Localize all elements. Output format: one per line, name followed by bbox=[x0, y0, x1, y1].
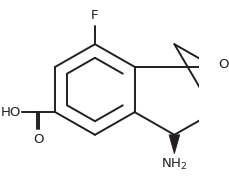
Text: HO: HO bbox=[1, 106, 21, 119]
Text: O: O bbox=[218, 58, 229, 71]
Text: F: F bbox=[91, 9, 99, 22]
Text: NH$_2$: NH$_2$ bbox=[161, 157, 188, 172]
Text: O: O bbox=[33, 133, 44, 146]
Polygon shape bbox=[169, 135, 180, 154]
